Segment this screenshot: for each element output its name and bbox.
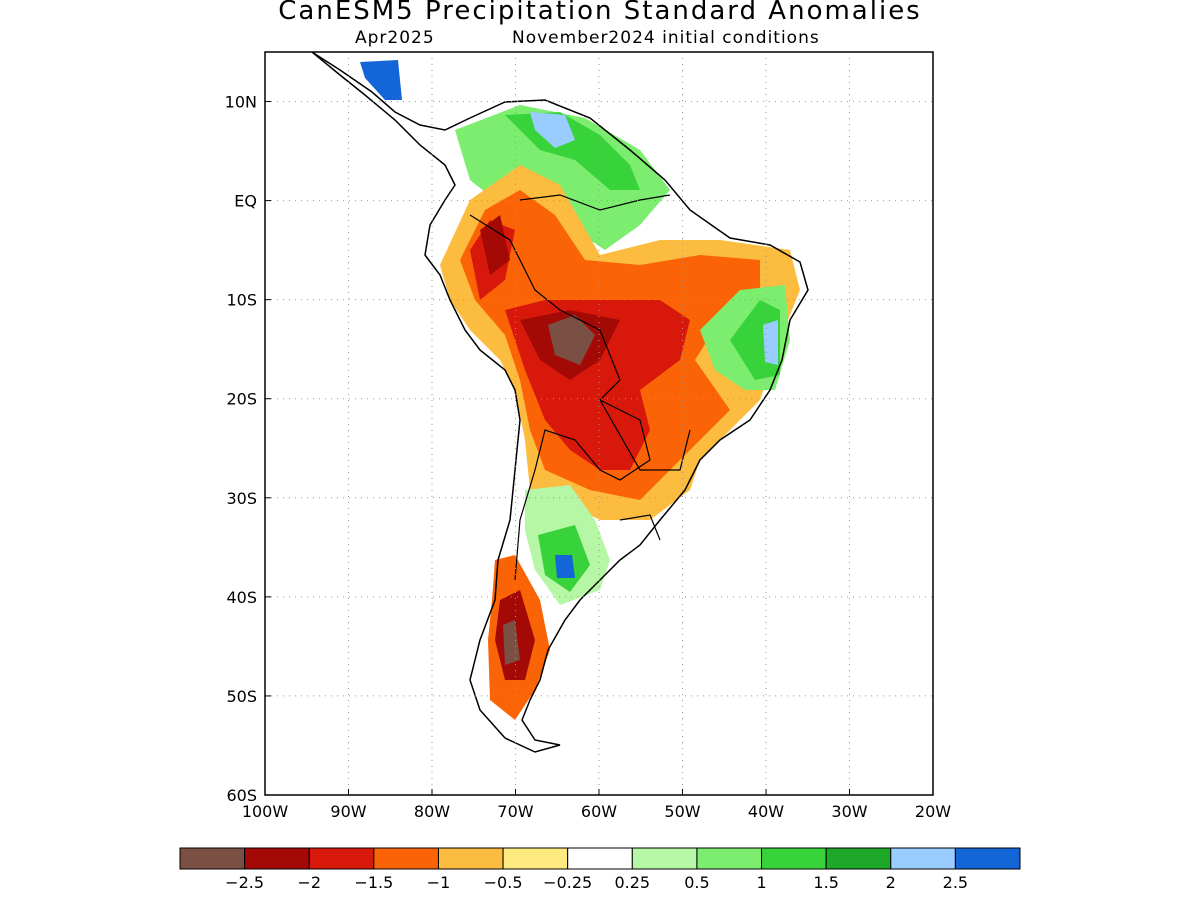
colorbar-label: 1 — [756, 873, 766, 892]
colorbar-swatch — [502, 847, 569, 870]
longitude-axis: 100W 90W 80W 70W 60W 50W 40W 30W 20W — [242, 789, 951, 821]
anomaly-positive-north-light — [530, 112, 575, 148]
anomaly-positive-panama — [360, 60, 402, 100]
colorbar-label: −0.5 — [484, 873, 523, 892]
colorbar-swatch — [890, 847, 956, 870]
y-tick-label: 60S — [226, 786, 257, 805]
colorbar-label: 2.5 — [943, 873, 968, 892]
x-tick-label: 100W — [242, 802, 289, 821]
anomaly-positive-argentina-blue — [555, 555, 575, 578]
colorbar-label: −1 — [427, 873, 451, 892]
colorbar-swatch — [631, 847, 698, 870]
anomaly-negative-darkest — [548, 315, 595, 365]
x-tick-label: 40W — [748, 802, 784, 821]
x-tick-label: 70W — [497, 802, 533, 821]
colorbar-label: −1.5 — [354, 873, 393, 892]
colorbar-swatch — [244, 847, 310, 870]
anomaly-positive-northeast-blue — [763, 320, 778, 365]
x-tick-label: 50W — [664, 802, 700, 821]
colorbar-label: −2 — [297, 873, 321, 892]
y-tick-label: 10N — [225, 93, 257, 112]
latitude-axis: 10N EQ 10S 20S 30S 40S 50S 60S — [225, 93, 271, 805]
colorbar: −2.5 −2 −1.5 −1 −0.5 −0.25 0.25 0.5 1 1.5 2 2.5 — [179, 847, 1021, 892]
x-tick-label: 20W — [915, 802, 951, 821]
x-tick-label: 90W — [330, 802, 366, 821]
colorbar-swatch — [437, 847, 504, 870]
anomaly-positive-north — [455, 105, 670, 250]
colorbar-swatch — [567, 847, 633, 870]
colorbar-swatch — [825, 847, 892, 870]
x-tick-label: 80W — [414, 802, 450, 821]
colorbar-label: −2.5 — [225, 873, 264, 892]
colorbar-label: 2 — [886, 873, 896, 892]
chart-title: CanESM5 Precipitation Standard Anomalies — [278, 0, 922, 26]
y-tick-label: 50S — [226, 687, 257, 706]
y-tick-label: EQ — [234, 192, 257, 211]
anomaly-fields — [360, 60, 800, 720]
colorbar-swatch — [179, 847, 246, 870]
x-tick-label: 30W — [831, 802, 867, 821]
colorbar-swatch — [373, 847, 439, 870]
y-tick-label: 20S — [226, 390, 257, 409]
colorbar-label: −0.25 — [543, 873, 592, 892]
x-tick-label: 60W — [581, 802, 617, 821]
colorbar-label: 1.5 — [813, 873, 838, 892]
colorbar-label: 0.25 — [614, 873, 650, 892]
colorbar-swatch — [761, 847, 827, 870]
colorbar-swatch — [696, 847, 763, 870]
colorbar-swatch — [954, 847, 1021, 870]
country-borders — [469, 194, 691, 581]
y-tick-label: 30S — [226, 489, 257, 508]
colorbar-label: 0.5 — [684, 873, 709, 892]
y-tick-label: 40S — [226, 588, 257, 607]
y-tick-label: 10S — [226, 291, 257, 310]
initial-conditions-label: November2024 initial conditions — [512, 28, 820, 48]
anomaly-negative-patagonia-dark — [503, 620, 520, 665]
coastline — [311, 52, 809, 753]
forecast-month: Apr2025 — [355, 28, 435, 48]
colorbar-swatch — [308, 847, 375, 870]
